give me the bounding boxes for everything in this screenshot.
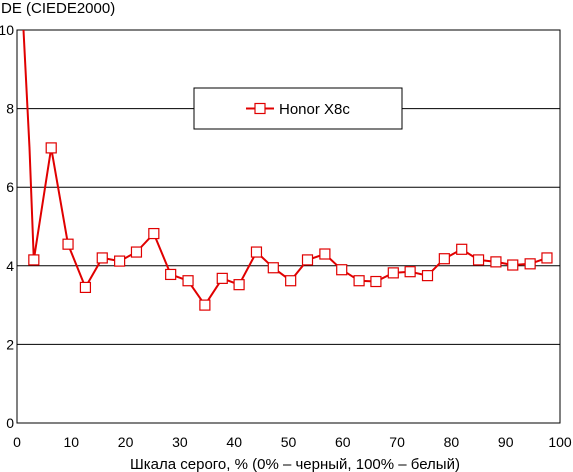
legend-label: Honor X8c [279, 101, 350, 118]
y-tick-label: 8 [6, 101, 14, 117]
data-point [353, 275, 365, 287]
data-point [250, 246, 263, 258]
y-tick-label: 6 [6, 179, 14, 195]
data-point [148, 227, 160, 240]
x-tick-label: 100 [548, 434, 572, 450]
data-point [472, 254, 485, 266]
data-point [233, 279, 245, 291]
data-point [79, 281, 92, 294]
data-point [96, 252, 108, 264]
x-tick-label: 20 [118, 434, 134, 450]
data-point [199, 299, 211, 311]
data-point [301, 254, 314, 266]
gridlines [17, 108, 560, 345]
series-line [22, 29, 548, 307]
x-tick-label: 0 [13, 434, 21, 450]
x-tick-label: 70 [389, 434, 405, 450]
data-point [285, 275, 297, 287]
y-axis-title: DE (CIEDE2000) [1, 0, 115, 17]
data-point [438, 253, 450, 265]
x-tick-label: 30 [172, 434, 188, 450]
data-point [165, 268, 177, 281]
y-tick-labels: 0 2 4 6 8 10 [0, 22, 14, 431]
series-layer [22, 29, 553, 311]
data-point [370, 275, 382, 288]
x-tick-label: 40 [226, 434, 242, 450]
y-tick-label: 4 [6, 258, 14, 274]
data-point [507, 259, 519, 271]
data-point [404, 266, 416, 278]
y-tick-label: 2 [6, 336, 14, 352]
data-point [524, 258, 536, 270]
legend-box [193, 87, 403, 130]
legend-marker [254, 102, 266, 115]
y-tick-label: 10 [0, 22, 14, 38]
data-point [319, 248, 331, 260]
data-point [541, 252, 553, 264]
data-point [130, 246, 143, 258]
x-tick-label: 60 [335, 434, 351, 450]
x-tick-label: 80 [444, 434, 460, 450]
data-point [216, 272, 228, 284]
y-tick-label: 0 [6, 415, 14, 431]
data-point [114, 255, 126, 267]
x-tick-labels: 0 10 20 30 40 50 60 70 80 90 100 [13, 434, 572, 450]
x-tick-label: 10 [64, 434, 80, 450]
data-point [28, 254, 40, 266]
data-point [267, 262, 279, 274]
x-axis-title: Шкала серого, % (0% – черный, 100% – бел… [130, 456, 460, 472]
x-tick-label: 50 [281, 434, 297, 450]
data-point [336, 264, 348, 276]
data-point [421, 270, 434, 282]
data-point [62, 238, 74, 250]
legend: Honor X8c [193, 87, 403, 130]
data-point [490, 256, 502, 268]
data-point [387, 267, 399, 279]
data-point [45, 142, 57, 154]
x-tick-label: 90 [498, 434, 514, 450]
data-point [182, 275, 194, 287]
data-point [456, 243, 468, 255]
plot-area [16, 29, 561, 424]
